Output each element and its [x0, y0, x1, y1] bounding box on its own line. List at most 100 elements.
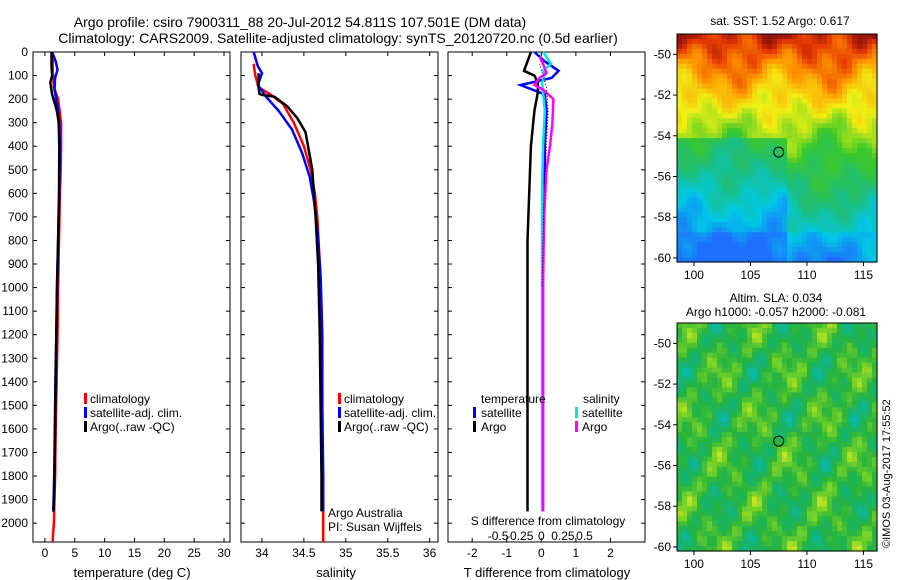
heatmap-cell: [747, 252, 753, 258]
heatmap-cell: [762, 521, 768, 527]
heatmap-cell: [862, 148, 868, 154]
heatmap-cell: [852, 476, 858, 483]
heatmap-cell: [712, 496, 718, 503]
heatmap-cell: [787, 172, 793, 179]
heatmap-cell: [817, 362, 823, 369]
heatmap-cell: [677, 372, 683, 379]
heatmap-cell: [792, 357, 798, 364]
heatmap-cell: [677, 451, 683, 458]
heatmap-cell: [827, 347, 833, 354]
heatmap-cell: [847, 113, 853, 119]
heatmap-cell: [842, 68, 848, 75]
heatmap-cell: [852, 347, 858, 354]
heatmap-cell: [847, 63, 853, 70]
heatmap-cell: [812, 73, 818, 80]
heatmap-cell: [832, 387, 838, 393]
heatmap-cell: [707, 323, 713, 329]
heatmap-cell: [792, 471, 798, 478]
heatmap-cell: [802, 323, 808, 329]
heatmap-cell: [722, 427, 728, 433]
heatmap-cell: [722, 352, 728, 359]
heatmap-cell: [792, 148, 798, 154]
heatmap-cell: [782, 342, 788, 349]
heatmap-cell: [682, 128, 688, 134]
heatmap-cell: [737, 93, 743, 100]
heatmap-cell: [692, 352, 698, 359]
series-line-temperature-argo: [522, 51, 540, 512]
heatmap-cell: [872, 377, 878, 384]
heatmap-cell: [872, 167, 878, 174]
heatmap-cell: [757, 476, 763, 483]
heatmap-cell: [707, 143, 713, 149]
heatmap-cell: [717, 182, 723, 189]
heatmap-cell: [817, 202, 823, 209]
heatmap-cell: [767, 113, 773, 119]
heatmap-cell: [787, 511, 793, 517]
heatmap-cell: [852, 397, 858, 403]
heatmap-cell: [757, 162, 763, 169]
heatmap-cell: [817, 427, 823, 433]
heatmap-cell: [722, 48, 728, 55]
heatmap-cell: [837, 118, 843, 124]
heatmap-cell: [852, 133, 858, 139]
heatmap-cell: [767, 232, 773, 238]
heatmap-cell: [687, 108, 693, 114]
heatmap-cell: [677, 182, 683, 189]
heatmap-cell: [682, 167, 688, 174]
heatmap-cell: [797, 402, 803, 408]
heatmap-cell: [767, 73, 773, 80]
heatmap-cell: [777, 93, 783, 100]
map-x-tick-label: 115: [854, 268, 873, 282]
heatmap-cell: [807, 412, 813, 418]
heatmap-cell: [792, 162, 798, 169]
heatmap-cell: [767, 446, 773, 453]
heatmap-cell: [832, 362, 838, 369]
heatmap-cell: [762, 202, 768, 209]
heatmap-cell: [852, 217, 858, 223]
heatmap-cell: [802, 417, 808, 423]
heatmap-cell: [822, 347, 828, 354]
heatmap-cell: [732, 392, 738, 398]
heatmap-cell: [712, 157, 718, 164]
heatmap-cell: [732, 536, 738, 542]
heatmap-cell: [807, 541, 813, 547]
heatmap-cell: [692, 357, 698, 364]
heatmap-cell: [842, 123, 848, 129]
heatmap-cell: [817, 113, 823, 119]
heatmap-cell: [742, 451, 748, 458]
heatmap-cell: [872, 541, 878, 547]
heatmap-cell: [717, 377, 723, 384]
heatmap-cell: [722, 531, 728, 537]
heatmap-cell: [697, 58, 703, 65]
heatmap-cell: [842, 521, 848, 527]
heatmap-cell: [852, 118, 858, 124]
heatmap-cell: [697, 242, 703, 248]
heatmap-cell: [757, 138, 763, 144]
heatmap-cell: [847, 362, 853, 369]
heatmap-cell: [732, 192, 738, 199]
heatmap-cell: [742, 232, 748, 238]
heatmap-cell: [782, 521, 788, 527]
heatmap-cell: [757, 531, 763, 537]
heatmap-cell: [692, 182, 698, 189]
heatmap-cell: [872, 227, 878, 233]
heatmap-cell: [867, 242, 873, 248]
heatmap-cell: [797, 128, 803, 134]
heatmap-cell: [697, 422, 703, 428]
heatmap-cell: [787, 257, 793, 263]
heatmap-cell: [857, 521, 863, 527]
heatmap-cell: [827, 167, 833, 174]
heatmap-cell: [727, 377, 733, 384]
heatmap-cell: [797, 103, 803, 109]
heatmap-cell: [832, 377, 838, 384]
heatmap-cell: [692, 34, 698, 40]
heatmap-cell: [682, 417, 688, 423]
heatmap-cell: [797, 68, 803, 75]
heatmap-cell: [747, 446, 753, 453]
heatmap-cell: [757, 526, 763, 532]
heatmap-cell: [847, 541, 853, 547]
heatmap-cell: [762, 123, 768, 129]
heatmap-cell: [707, 98, 713, 104]
heatmap-cell: [767, 506, 773, 512]
heatmap-cell: [817, 342, 823, 349]
